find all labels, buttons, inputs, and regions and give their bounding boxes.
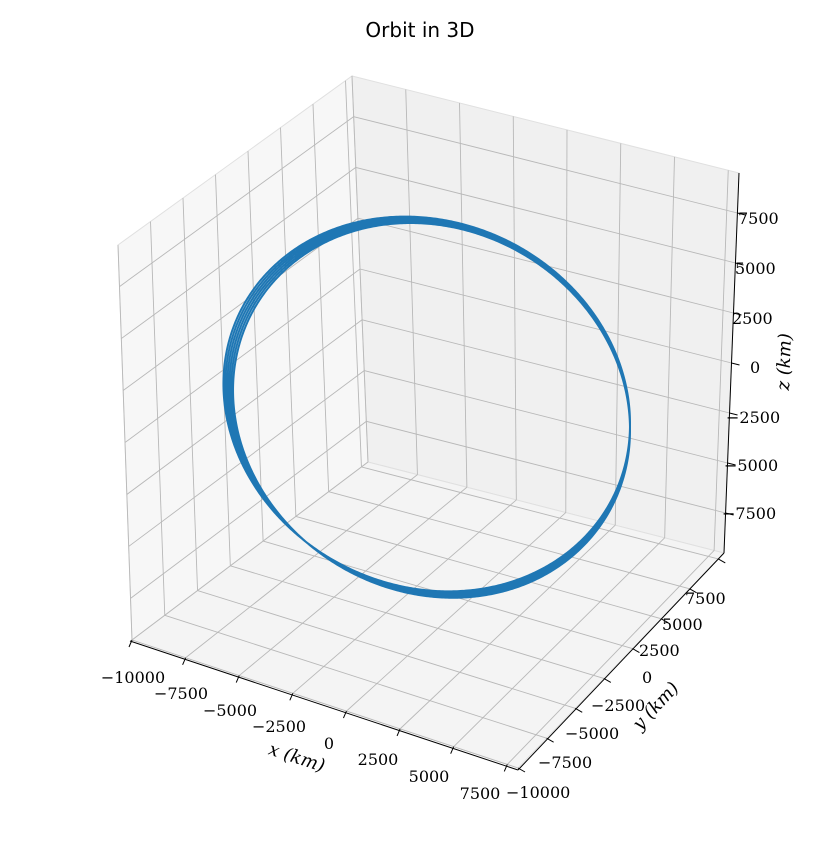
z-tick-mark [735,262,744,266]
grid-line-z [121,167,357,339]
orbit-trajectory [222,215,632,599]
z-tick-label: −2500 [726,408,780,427]
grid-line-z [130,421,367,599]
z-tick-label: −7500 [722,504,776,523]
grid-line-z [359,268,732,364]
grid-line-z [353,116,738,214]
grid-line-z [126,319,363,495]
y-tick-mark [718,558,726,564]
x-tick-label: 0 [324,734,334,753]
y-tick-label: −2500 [591,696,645,715]
x-tick-label: −2500 [252,717,306,736]
x-tick-label: −5000 [203,701,257,720]
x-tick-label: 7500 [460,784,501,803]
y-tick-label: 5000 [662,615,703,634]
grid-line-y [361,466,719,560]
z-tick-label: 0 [750,358,760,377]
y-tick-mark [546,737,554,743]
grid-line-y [164,614,547,739]
z-tick-mark [727,462,736,466]
chart-title: Orbit in 3D [365,18,474,42]
grid-line-z [366,420,726,514]
x-tick-mark [396,728,401,737]
z-tick-mark [725,512,734,516]
grid-line-y [197,590,576,709]
grid-line-z [124,268,361,443]
y-tick-label: 7500 [685,589,726,608]
z-tick-mark [729,412,738,416]
tick-marks [128,212,746,773]
y-tick-label: 0 [642,668,652,687]
grid-line-z [122,217,359,391]
x-tick-label: −7500 [154,684,208,703]
x-tick-mark [128,639,133,648]
y-tick-mark [603,677,612,683]
x-tick-mark [289,693,294,701]
x-tick-mark [182,657,187,665]
grid-line-z [361,319,730,414]
y-tick-label: 2500 [639,641,680,660]
grid-line-y [295,515,662,620]
x-tick-label: −10000 [101,668,165,687]
y-tick-label: −10000 [506,783,570,802]
y-tick-mark [574,707,583,713]
x-tick-mark [342,710,347,719]
z-tick-label: 7500 [738,209,779,228]
z-tick-label: 2500 [732,309,773,328]
y-tick-label: −7500 [538,753,592,772]
z-tick-mark [731,362,740,366]
z-tick-label: −5000 [724,456,778,475]
x-tick-label: 5000 [409,767,450,786]
z-tick-mark [737,212,746,216]
grid-line-y [230,565,604,679]
x-axis-label: x (km) [266,739,328,777]
y-tick-label: −5000 [565,724,619,743]
grid-line-y [328,491,690,590]
y-tick-mark [632,648,640,653]
y-tick-mark [517,767,526,773]
orbit-line [222,215,632,599]
x-tick-mark [450,746,455,754]
y-tick-mark [660,618,669,624]
grid-line-z [364,370,728,464]
x-tick-mark [503,764,508,772]
x-tick-mark [235,675,240,683]
y-tick-mark [689,588,697,594]
x-tick-label: 2500 [358,750,399,769]
grid-line-z [355,166,736,264]
z-tick-mark [733,312,742,316]
z-tick-label: 5000 [735,259,776,278]
z-axis-label: z (km) [773,333,796,392]
grid-line-z [119,116,354,287]
grid-lines [117,75,738,769]
